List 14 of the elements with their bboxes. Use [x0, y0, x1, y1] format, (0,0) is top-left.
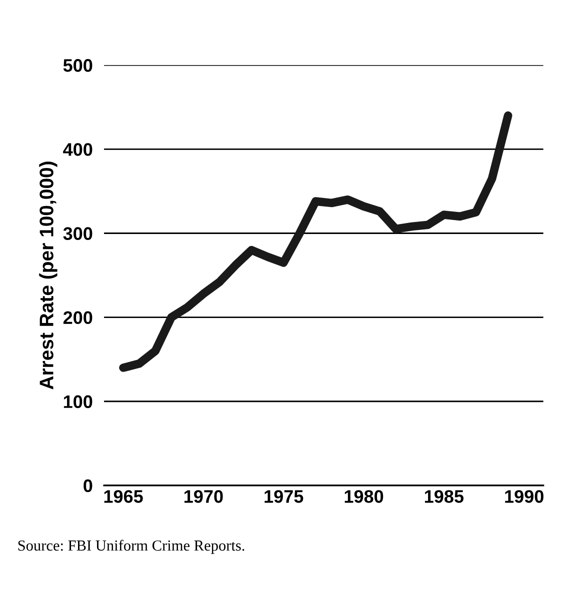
- x-tick-label: 1990: [505, 490, 544, 503]
- y-tick-label: 400: [63, 143, 92, 156]
- y-tick-label: 300: [63, 227, 92, 240]
- y-tick-label: 0: [84, 479, 92, 492]
- x-tick-label: 1980: [344, 490, 384, 503]
- x-tick-label: 1970: [184, 490, 223, 503]
- x-tick-label: 1965: [104, 490, 143, 503]
- x-tick-label: 1975: [264, 490, 304, 503]
- y-tick-label: 500: [63, 59, 92, 72]
- y-tick-label: 200: [63, 311, 92, 324]
- source-note: Source: FBI Uniform Crime Reports.: [18, 540, 244, 554]
- y-tick-label: 100: [64, 395, 92, 408]
- x-tick-label: 1985: [424, 490, 464, 503]
- y-axis-title: Arrest Rate (per 100,000): [39, 162, 58, 390]
